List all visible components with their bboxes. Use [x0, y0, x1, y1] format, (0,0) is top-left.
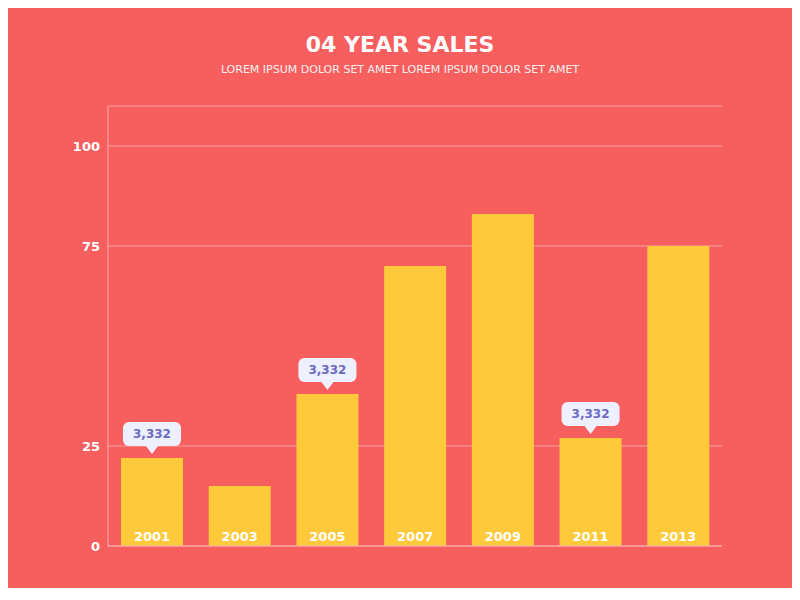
svg-text:2007: 2007: [397, 529, 433, 544]
svg-text:75: 75: [82, 239, 100, 254]
svg-text:2003: 2003: [222, 529, 258, 544]
svg-text:2011: 2011: [572, 529, 608, 544]
svg-text:25: 25: [82, 439, 100, 454]
html-text:LOREM IPSUM DOLOR SET AMET LOR: LOREM IPSUM DOLOR SET AMET LOREM IPSUM D…: [220, 63, 580, 76]
svg-text:2005: 2005: [309, 529, 345, 544]
svg-text:3,332: 3,332: [308, 363, 346, 377]
html-text:04 YEAR SALES: 04 YEAR SALES: [305, 32, 495, 57]
svg-text:0: 0: [91, 539, 100, 554]
svg-text:2013: 2013: [660, 529, 696, 544]
svg-text:3,332: 3,332: [133, 427, 171, 441]
svg-text:3,332: 3,332: [572, 407, 610, 421]
svg-text:100: 100: [73, 139, 100, 154]
svg-text:2009: 2009: [485, 529, 521, 544]
svg-text:2001: 2001: [134, 529, 170, 544]
